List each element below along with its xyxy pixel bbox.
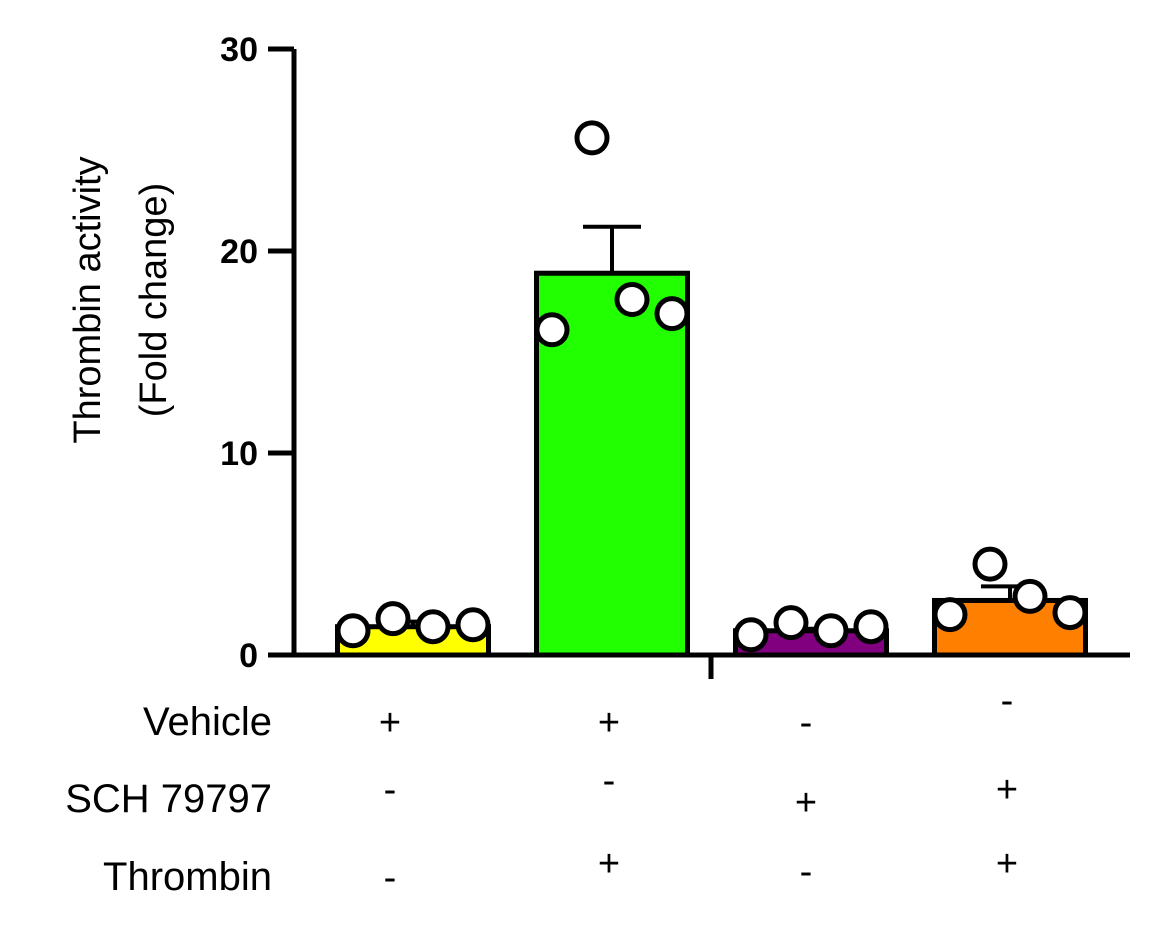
treatment-label-2: SCH 79797 [65,777,272,821]
treatment-label-3: Thrombin [103,855,272,899]
data-point-4-4 [1052,595,1088,631]
treatment-sign-2-3: + [795,782,817,824]
treatment-sign-1-3: - [800,702,813,744]
labels-layer: 0 10 20 30 Thrombin activity (Fold change) Veh… [65,31,1018,899]
data-point-1-1 [335,613,371,649]
treatment-sign-3-3: - [800,851,813,893]
error-bars-layer [384,224,1039,631]
data-point-3-2 [773,605,809,641]
y-tick-label-0: 0 [239,637,258,675]
data-point-2-3 [614,281,650,317]
y-tick-label-10: 10 [220,435,258,473]
error-bar-2 [583,224,641,274]
treatment-label-1: Vehicle [143,700,272,744]
data-points-layer [335,120,1088,653]
data-point-4-1 [932,597,968,633]
y-tick-label-30: 30 [220,31,258,69]
data-point-1-2 [375,601,411,637]
data-point-1-4 [455,607,491,643]
treatment-sign-3-1: - [384,857,397,899]
data-point-1-3 [415,609,451,645]
y-axis-title-line-2: (Fold change) [133,183,175,417]
treatment-sign-1-4: - [1001,680,1014,722]
data-point-3-4 [853,609,889,645]
data-point-2-4 [654,296,690,332]
treatment-sign-3-4: + [996,843,1018,885]
axes-layer [268,46,1130,679]
data-point-4-3 [1012,578,1048,614]
treatment-sign-1-1: + [379,702,401,744]
treatment-sign-2-4: + [996,769,1018,811]
treatment-sign-3-2: + [598,843,620,885]
data-point-2-2 [574,120,610,156]
data-point-3-1 [733,617,769,653]
data-point-4-2 [972,546,1008,582]
treatment-sign-2-2: - [603,760,616,802]
y-tick-label-20: 20 [220,233,258,271]
treatment-sign-1-2: + [598,702,620,744]
data-point-2-1 [534,312,570,348]
treatment-sign-2-1: - [384,769,397,811]
data-point-3-3 [813,613,849,649]
bars-layer [335,270,1088,658]
y-axis-title-line-1: Thrombin activity [67,156,109,443]
